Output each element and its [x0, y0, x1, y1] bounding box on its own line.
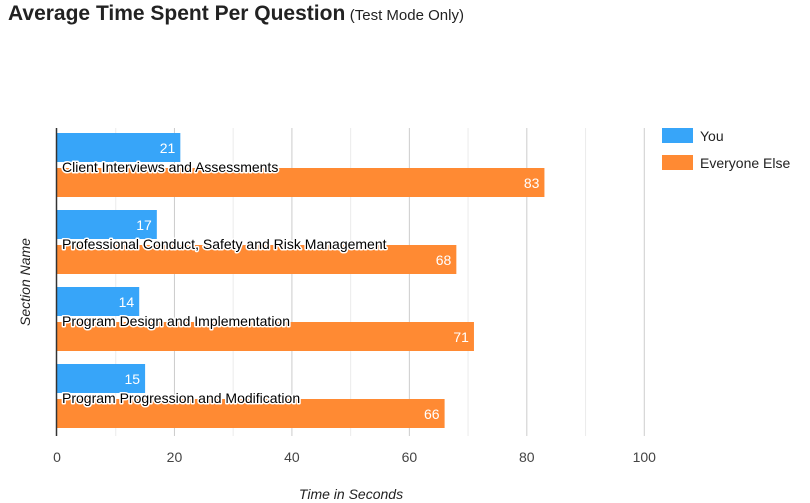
data-label-you-program-design-and-implementation: 14: [119, 294, 135, 310]
chart-title-main: Average Time Spent Per Question: [8, 2, 346, 25]
data-label-everyone-else-program-progression-and-modification: 66: [424, 406, 440, 422]
legend-label-everyone-else: Everyone Else: [700, 155, 790, 171]
category-label-program-design-and-implementation: Program Design and Implementation: [62, 313, 290, 329]
x-axis-title: Time in Seconds: [299, 486, 403, 502]
x-tick-label-80: 80: [519, 449, 535, 465]
x-tick-label-20: 20: [167, 449, 183, 465]
bar-everyone-else-professional-conduct-safety-and-risk-management: [57, 245, 457, 274]
y-axis-title: Section Name: [17, 238, 33, 326]
legend-swatch-you: [662, 128, 693, 143]
x-tick-label-60: 60: [402, 449, 418, 465]
chart-title-sub: (Test Mode Only): [349, 7, 464, 24]
data-label-you-professional-conduct-safety-and-risk-management: 17: [136, 217, 152, 233]
data-label-you-program-progression-and-modification: 15: [125, 371, 141, 387]
category-label-professional-conduct-safety-and-risk-management: Professional Conduct, Safety and Risk Ma…: [62, 236, 387, 252]
bar-you-program-design-and-implementation: [57, 287, 140, 316]
category-label-client-interviews-and-assessments: Client Interviews and Assessments: [62, 159, 278, 175]
x-tick-label-100: 100: [633, 449, 657, 465]
data-label-you-client-interviews-and-assessments: 21: [160, 140, 176, 156]
bar-everyone-else-client-interviews-and-assessments: [57, 168, 545, 197]
bar-everyone-else-program-progression-and-modification: [57, 399, 445, 428]
x-tick-label-0: 0: [53, 449, 61, 465]
chart-title: Average Time Spent Per Question (Test Mo…: [8, 2, 464, 26]
data-label-everyone-else-client-interviews-and-assessments: 83: [524, 175, 540, 191]
data-label-everyone-else-program-design-and-implementation: 71: [453, 329, 469, 345]
bar-everyone-else-program-design-and-implementation: [57, 322, 474, 351]
bar-you-program-progression-and-modification: [57, 364, 146, 393]
x-tick-label-40: 40: [284, 449, 300, 465]
category-label-program-progression-and-modification: Program Progression and Modification: [62, 390, 300, 406]
data-label-everyone-else-professional-conduct-safety-and-risk-management: 68: [436, 252, 452, 268]
legend-swatch-everyone-else: [662, 155, 693, 170]
bar-you-client-interviews-and-assessments: [57, 133, 181, 162]
legend-label-you: You: [700, 128, 724, 144]
bar-you-professional-conduct-safety-and-risk-management: [57, 210, 157, 239]
